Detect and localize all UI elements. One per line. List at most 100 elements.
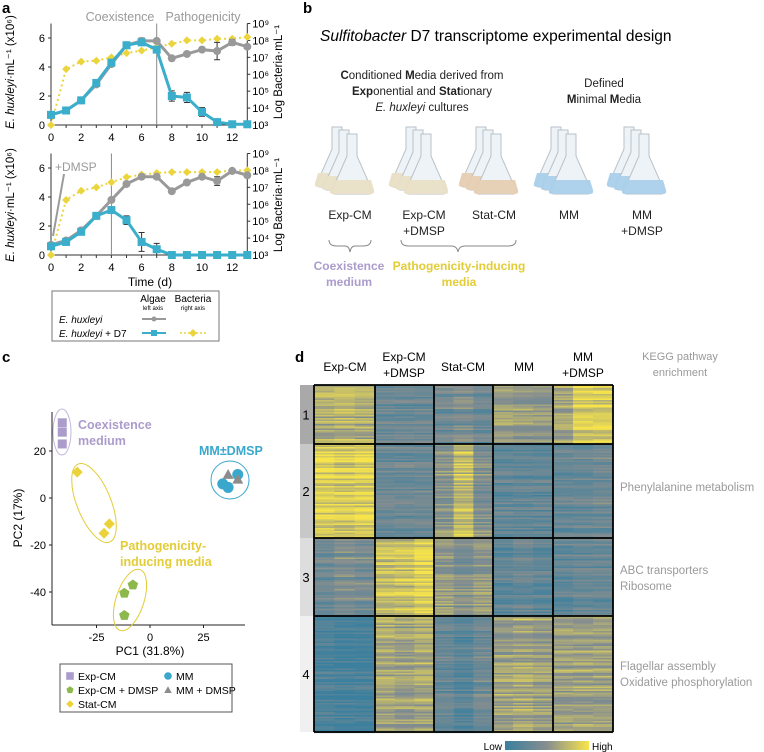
heatmap-cell xyxy=(493,707,514,710)
heatmap-cell xyxy=(434,560,454,563)
heatmap-cell xyxy=(573,605,594,608)
heatmap-cell xyxy=(473,679,494,681)
heatmap-cell xyxy=(553,556,574,558)
heatmap-cell xyxy=(453,480,474,482)
heatmap-cell xyxy=(593,638,614,641)
heatmap-cell xyxy=(314,628,335,630)
heatmap-cell xyxy=(473,419,494,422)
heatmap-cell xyxy=(573,456,594,458)
heatmap-cell xyxy=(553,611,574,614)
heatmap-cell xyxy=(553,650,574,653)
heatmap-cell xyxy=(573,641,594,644)
heatmap-cell xyxy=(513,562,534,564)
heatmap-cell xyxy=(553,716,574,719)
heatmap-cell xyxy=(553,632,574,635)
heatmap-cell xyxy=(314,653,335,656)
heatmap-cell xyxy=(434,608,454,611)
heatmap-cell xyxy=(394,475,415,478)
heatmap-cell xyxy=(394,730,415,732)
heatmap-cell xyxy=(414,407,435,410)
heatmap-cell xyxy=(314,664,335,666)
heatmap-cell xyxy=(553,671,574,674)
heatmap-cell xyxy=(375,710,395,713)
heatmap-cell xyxy=(414,418,435,420)
heatmap-cell xyxy=(573,492,594,494)
heatmap-cell xyxy=(453,713,474,716)
heatmap-cell xyxy=(375,728,395,731)
mm-text-segment: M xyxy=(610,94,620,106)
bacteria-point xyxy=(92,183,101,192)
heatmap-cell xyxy=(314,574,335,576)
heatmap-cell xyxy=(593,596,614,599)
heatmap-cell xyxy=(394,406,415,408)
heatmap-cell xyxy=(334,602,355,605)
heatmap-cell xyxy=(314,700,335,702)
heatmap-cell xyxy=(553,472,574,475)
heatmap-cell xyxy=(375,516,395,518)
heatmap-cell xyxy=(414,689,435,692)
heatmap-cell xyxy=(473,562,494,564)
heatmap-cell xyxy=(473,427,494,429)
heatmap-cell xyxy=(314,394,335,396)
heatmap-cell xyxy=(394,725,415,728)
heatmap-cell xyxy=(414,451,435,454)
heatmap-cell xyxy=(375,649,395,651)
heatmap-cell xyxy=(453,445,474,448)
heatmap-cell xyxy=(593,433,614,435)
heatmap-cell xyxy=(375,507,395,509)
heatmap-cell xyxy=(453,697,474,699)
heatmap-cell xyxy=(375,665,395,668)
heatmap-cell xyxy=(513,424,534,426)
heatmap-cell xyxy=(375,532,395,535)
heatmap-cell xyxy=(375,421,395,423)
heatmap-cell xyxy=(513,412,534,414)
heatmap-cell xyxy=(533,586,554,588)
heatmap-cell xyxy=(354,442,376,444)
heatmap-cell xyxy=(473,646,494,648)
heatmap-cell xyxy=(513,635,534,638)
heatmap-cell xyxy=(354,662,376,665)
heatmap-cell xyxy=(553,613,574,615)
heatmap-cell xyxy=(354,489,376,491)
heatmap-cell xyxy=(453,619,474,621)
heatmap-cell xyxy=(314,575,335,578)
heatmap-cell xyxy=(593,625,614,627)
legend-c-marker-pentagon xyxy=(66,686,74,694)
heatmap-cell xyxy=(533,544,554,546)
heatmap-cell xyxy=(533,413,554,416)
heatmap-cell xyxy=(354,659,376,662)
heatmap-cell xyxy=(553,644,574,647)
heatmap-cell xyxy=(414,685,435,687)
heatmap-cell xyxy=(394,655,415,657)
heatmap-cell xyxy=(375,584,395,587)
heatmap-cell xyxy=(473,664,494,666)
heatmap-cell xyxy=(533,707,554,710)
heatmap-cell xyxy=(434,434,454,437)
heatmap-cell xyxy=(334,710,355,713)
heatmap-cell xyxy=(453,419,474,422)
heatmap-cell xyxy=(493,516,514,518)
heatmap-cell xyxy=(414,677,435,680)
heatmap-cell xyxy=(493,602,514,605)
heatmap-cell xyxy=(493,658,514,660)
heatmap-cell xyxy=(573,577,594,579)
heatmap-cell xyxy=(334,632,355,635)
heatmap-cell xyxy=(573,439,594,441)
heatmap-cell xyxy=(334,613,355,615)
heatmap-cell xyxy=(453,433,474,435)
heatmap-cell xyxy=(314,437,335,440)
heatmap-cell xyxy=(414,416,435,419)
heatmap-cell xyxy=(513,668,534,671)
heatmap-cell xyxy=(375,386,395,389)
heatmap-cell xyxy=(334,566,355,569)
heatmap-cell xyxy=(334,640,355,642)
heatmap-cell xyxy=(354,514,376,517)
heatmap-cell xyxy=(375,628,395,630)
heatmap-cell xyxy=(493,403,514,405)
heatmap-cell xyxy=(414,504,435,506)
heatmap-cell xyxy=(414,683,435,686)
heatmap-cell xyxy=(414,706,435,708)
heatmap-cell xyxy=(573,545,594,548)
heatmap-cell xyxy=(553,502,574,505)
